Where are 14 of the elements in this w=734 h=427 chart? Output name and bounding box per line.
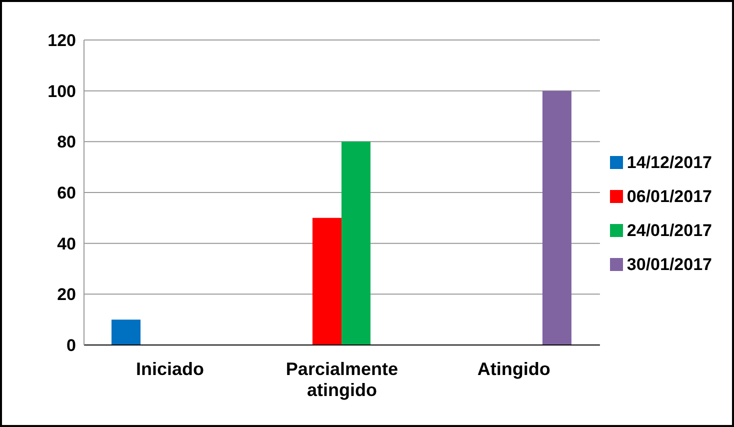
x-tick-label: Iniciado [136,359,204,379]
y-tick-label: 40 [57,234,76,254]
legend-label: 14/12/2017 [626,152,712,174]
legend-label: 06/01/2017 [626,186,712,208]
y-tick-label: 120 [48,31,76,50]
x-tick-label: Parcialmente atingido [286,359,398,400]
x-tick-label: Atingido [477,359,550,379]
legend-label: 30/01/2017 [626,254,712,276]
y-tick-label: 100 [48,82,76,101]
y-tick-label: 0 [66,336,76,356]
y-tick-label: 60 [57,184,76,203]
y-tick-label: 20 [57,285,76,304]
y-tick-label: 80 [57,132,76,152]
legend-label: 24/01/2017 [626,220,712,242]
